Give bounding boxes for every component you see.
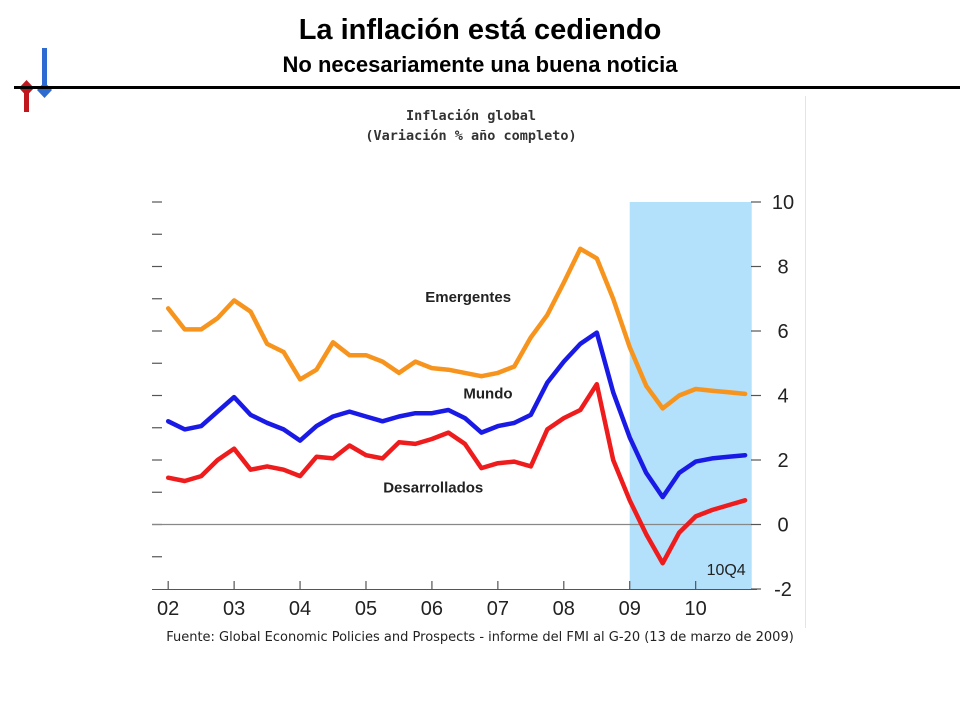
x-tick-label: 05 (355, 598, 377, 620)
y-tick-label: -2 (774, 579, 792, 601)
series-label-mundo: Mundo (463, 386, 512, 403)
x-tick-label: 10 (685, 598, 707, 620)
x-tick-label: 02 (157, 598, 179, 620)
y-tick-label: 0 (777, 515, 788, 537)
line-chart: 10 8 6 4 2 0 -2 02 03 04 05 06 07 08 09 10 Emergentes Mun… (152, 192, 794, 620)
x-tick-label: 06 (421, 598, 443, 620)
forecast-band (629, 202, 752, 589)
y-tick-label: 10 (772, 192, 794, 214)
chart-title: Inflación global (Variación % año comple… (137, 106, 805, 146)
x-tick-label: 09 (619, 598, 641, 620)
series-line-emergentes (165, 246, 748, 411)
y-tick-label: 8 (777, 257, 788, 279)
forecast-label: 10Q4 (707, 562, 746, 579)
chart-panel: 10 8 6 4 2 0 -2 02 03 04 05 06 07 08 09 10 Emergentes Mun… (137, 96, 806, 628)
y-tick-label: 2 (777, 450, 788, 472)
y-tick-label: 6 (777, 321, 788, 343)
header-divider (14, 86, 960, 89)
slide-header: La inflación está cediendo No necesariam… (0, 0, 960, 112)
series-line-desarrollados (165, 381, 748, 566)
x-tick-label: 03 (223, 598, 245, 620)
y-tick-label: 4 (777, 386, 788, 408)
x-tick-label: 07 (487, 598, 509, 620)
page-title: La inflación está cediendo (298, 14, 662, 46)
page-subtitle: No necesariamente una buena noticia (282, 52, 678, 77)
x-tick-label: 04 (289, 598, 311, 620)
series-line-mundo (165, 330, 748, 500)
series-label-emergentes: Emergentes (425, 289, 511, 306)
x-tick-label: 08 (553, 598, 575, 620)
chart-title-line2: (Variación % año completo) (365, 128, 577, 144)
source-note: Fuente: Global Economic Policies and Pro… (166, 630, 794, 645)
chart-title-line1: Inflación global (405, 108, 537, 124)
series-label-desarrollados: Desarrollados (383, 479, 483, 496)
